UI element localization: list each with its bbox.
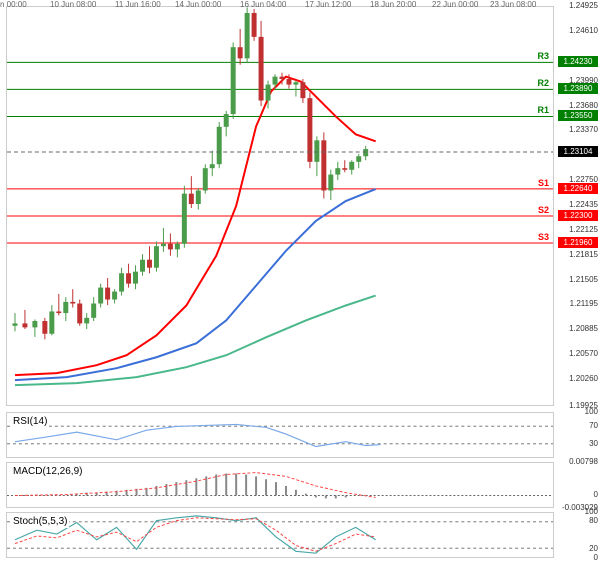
rsi-label: RSI(14) xyxy=(11,415,49,428)
stoch-tick: 100 xyxy=(585,507,598,516)
stoch-tick: 0 xyxy=(594,553,598,562)
stoch-chart[interactable]: Stoch(5,5,3) xyxy=(6,512,554,558)
x-tick-label: 11 Jun 16:00 xyxy=(115,0,161,9)
macd-tick: 0.00798 xyxy=(569,457,598,466)
price-chart-svg xyxy=(7,7,553,405)
stoch-tick: 20 xyxy=(589,544,598,553)
sr-price-s3: 1.21960 xyxy=(558,237,598,248)
y-tick-label: 1.24925 xyxy=(569,1,598,10)
sr-label-r1: R1 xyxy=(535,105,551,115)
y-tick-label: 1.20260 xyxy=(569,374,598,383)
sr-price-r2: 1.23890 xyxy=(558,83,598,94)
x-tick-label: 14 Jun 00:00 xyxy=(175,0,221,9)
x-tick-label: 17 Jun 12:00 xyxy=(305,0,351,9)
current-price-tag: 1.23104 xyxy=(558,146,598,157)
macd-tick: 0 xyxy=(594,490,598,499)
stoch-svg xyxy=(7,513,553,557)
macd-chart[interactable]: MACD(12,26,9) xyxy=(6,462,554,508)
sr-label-r3: R3 xyxy=(535,51,551,61)
stoch-tick: 80 xyxy=(589,516,598,525)
rsi-tick: 70 xyxy=(589,421,598,430)
rsi-svg xyxy=(7,413,553,457)
y-tick-label: 1.24610 xyxy=(569,26,598,35)
y-tick-label: 1.21505 xyxy=(569,275,598,284)
y-tick-label: 1.21195 xyxy=(570,299,598,308)
x-tick-label: 16 Jun 04:00 xyxy=(240,0,286,9)
y-tick-label: 1.20885 xyxy=(569,324,598,333)
x-tick-label: 23 Jun 08:00 xyxy=(490,0,536,9)
x-tick-label: 10 Jun 08:00 xyxy=(50,0,96,9)
sr-price-r1: 1.23550 xyxy=(558,110,598,121)
macd-svg xyxy=(7,463,553,507)
y-tick-label: 1.23370 xyxy=(569,125,598,134)
price-chart[interactable]: R3 R2 R1 S1 S2 S3 xyxy=(6,6,554,406)
sr-price-s2: 1.22300 xyxy=(558,210,598,221)
y-tick-label: 1.22435 xyxy=(569,200,598,209)
x-tick-label: n 00:00 xyxy=(0,0,27,9)
rsi-tick: 30 xyxy=(589,439,598,448)
stoch-label: Stoch(5,5,3) xyxy=(11,515,69,528)
macd-label: MACD(12,26,9) xyxy=(11,465,84,478)
rsi-chart[interactable]: RSI(14) xyxy=(6,412,554,458)
y-tick-label: 1.20570 xyxy=(569,349,598,358)
sr-price-r3: 1.24230 xyxy=(558,56,598,67)
sr-price-s1: 1.22640 xyxy=(558,183,598,194)
rsi-tick: 100 xyxy=(585,407,598,416)
y-tick-label: 1.21815 xyxy=(569,250,598,259)
x-tick-label: 22 Jun 00:00 xyxy=(432,0,478,9)
sr-label-s3: S3 xyxy=(536,232,551,242)
sr-label-r2: R2 xyxy=(535,78,551,88)
sr-label-s1: S1 xyxy=(536,178,551,188)
sr-label-s2: S2 xyxy=(536,205,551,215)
x-tick-label: 18 Jun 20:00 xyxy=(370,0,416,9)
y-tick-label: 1.22125 xyxy=(569,225,598,234)
y-tick-label: 1.23680 xyxy=(569,101,598,110)
